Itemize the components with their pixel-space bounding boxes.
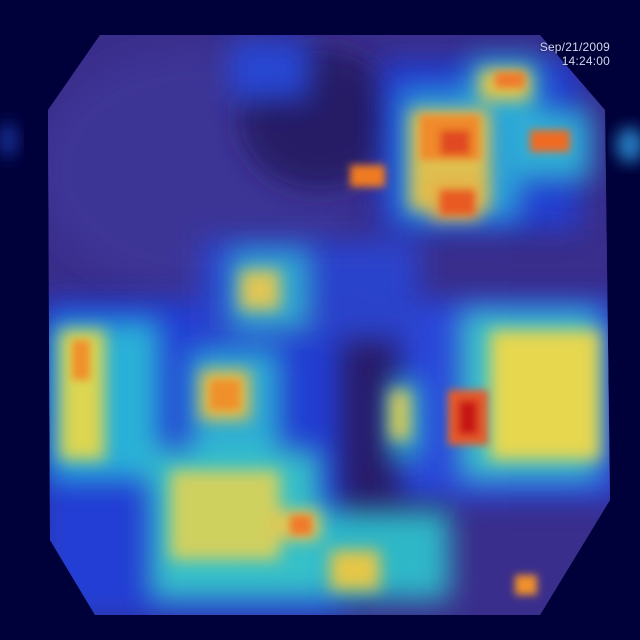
timestamp-overlay: Sep/21/2009 14:24:00 [540,40,610,68]
timestamp-time: 14:24:00 [561,54,610,68]
timestamp-date: Sep/21/2009 [539,40,610,54]
